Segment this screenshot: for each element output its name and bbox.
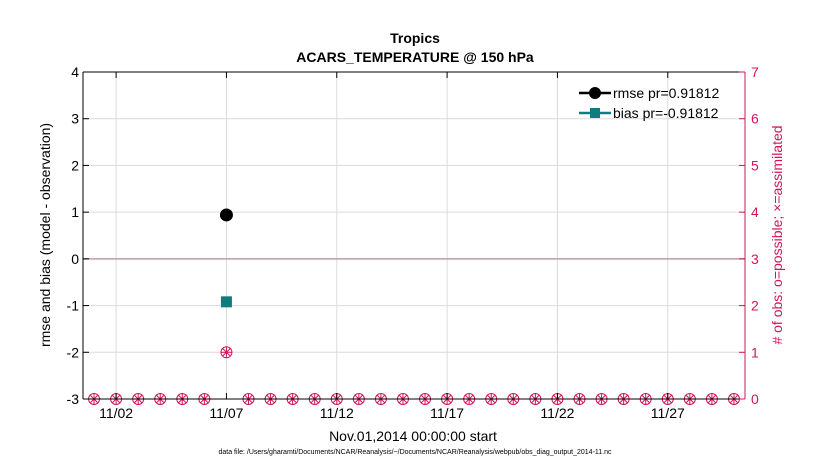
x-tick-label: 11/17	[430, 405, 464, 421]
y2-tick-label: 6	[751, 111, 759, 127]
x-tick-label: 11/27	[651, 405, 685, 421]
y2-tick-label: 2	[751, 298, 759, 314]
y2-tick-label: 5	[751, 157, 759, 173]
x-axis-label: Nov.01,2014 00:00:00 start	[329, 428, 497, 444]
chart-title: Tropics	[390, 30, 440, 46]
y2-tick-label: 4	[751, 204, 759, 220]
y-tick-label: 1	[71, 204, 79, 220]
legend-label: rmse pr=0.91812	[613, 85, 719, 101]
y2-tick-label: 7	[751, 64, 759, 80]
x-tick-label: 11/12	[320, 405, 354, 421]
legend-label: bias pr=-0.91812	[613, 105, 719, 121]
legend: rmse pr=0.91812 bias pr=-0.91812	[579, 85, 719, 121]
y2-tick-label: 3	[751, 251, 759, 267]
y-tick-label: 3	[71, 111, 79, 127]
chart-subtitle: ACARS_TEMPERATURE @ 150 hPa	[296, 49, 534, 65]
obs-possible-marker	[220, 346, 233, 359]
legend-entry-0: rmse pr=0.91812	[579, 85, 719, 101]
data-file-note: data file: /Users/gharamti/Documents/NCA…	[218, 449, 612, 456]
y-tick-label: 4	[71, 64, 79, 80]
axes: -3 -2 -1 0 1 2 3 4 0 1 2 3 4 5 6 7 11/02 11/07 11/12 11/17 1…	[67, 64, 759, 421]
y-tick-label: -3	[67, 391, 80, 407]
x-tick-label: 11/02	[99, 405, 133, 421]
y-tick-label: -1	[67, 298, 80, 314]
y-tick-label: 2	[71, 157, 79, 173]
y-tick-label: 0	[71, 251, 79, 267]
series-0-point	[219, 208, 233, 222]
obs-assimilated-marker	[221, 347, 232, 358]
series-1-point	[220, 296, 232, 308]
y2-tick-label: 0	[751, 391, 759, 407]
series-markers	[219, 208, 233, 308]
y-axis-label: rmse and bias (model - observation)	[37, 123, 53, 347]
y2-axis-label: # of obs: o=possible; ×=assimilated	[769, 125, 785, 344]
x-tick-label: 11/22	[540, 405, 574, 421]
y2-tick-label: 1	[751, 344, 759, 360]
x-tick-label: 11/07	[209, 405, 243, 421]
grid	[83, 71, 745, 400]
y-tick-label: -2	[67, 344, 80, 360]
plot-background	[83, 72, 745, 399]
legend-entry-1: bias pr=-0.91812	[579, 105, 719, 121]
